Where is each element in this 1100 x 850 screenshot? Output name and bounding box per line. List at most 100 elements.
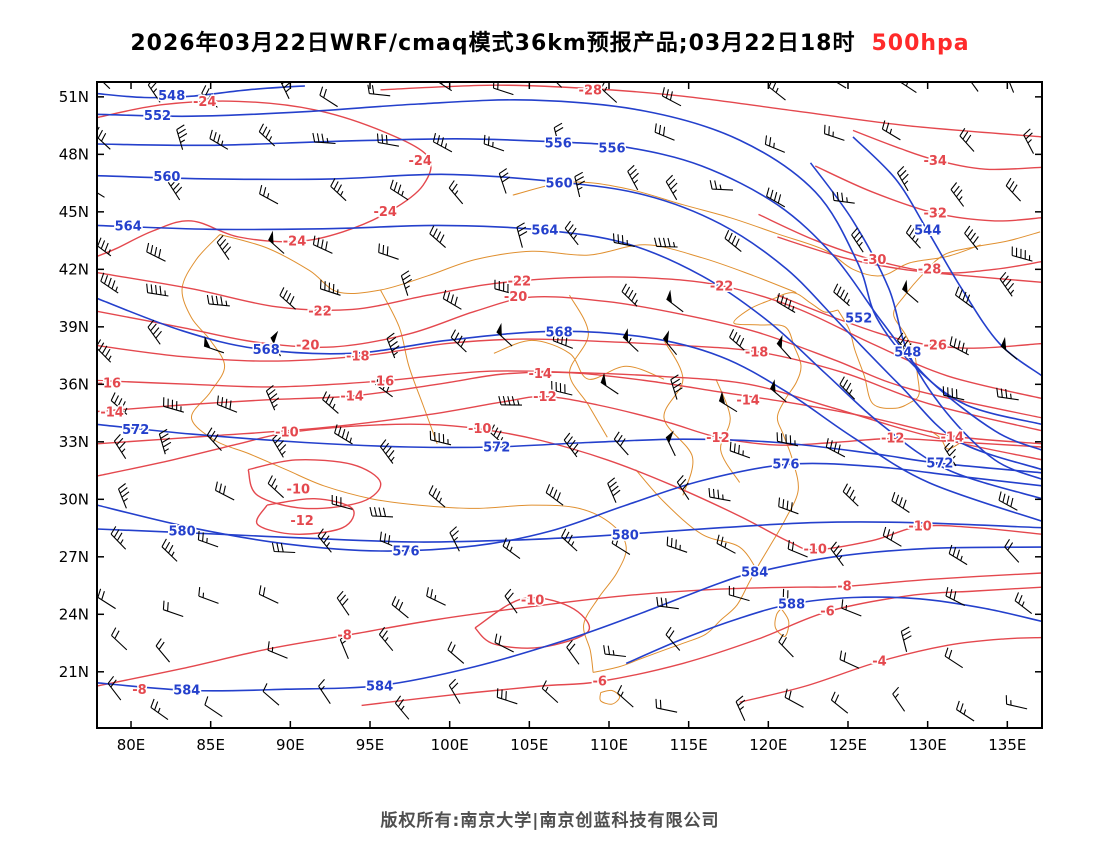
temp-label--18: -18 bbox=[346, 349, 370, 364]
temp-contour--6 bbox=[361, 586, 1042, 707]
wind-barb bbox=[369, 506, 394, 518]
wind-barb bbox=[833, 283, 850, 307]
wind-barb bbox=[270, 337, 281, 357]
wind-barb bbox=[1023, 128, 1034, 154]
temp-label--14: -14 bbox=[100, 406, 124, 421]
wind-barb bbox=[502, 537, 521, 560]
wind-barb bbox=[724, 229, 742, 253]
temp-contour--12 bbox=[97, 395, 1042, 448]
temp-label--14: -14 bbox=[736, 393, 760, 408]
wind-barb bbox=[555, 82, 562, 88]
temp-contour--28 bbox=[777, 236, 1042, 283]
wind-barb bbox=[944, 647, 964, 669]
geo-province-line-1 bbox=[380, 289, 438, 444]
wind-barb bbox=[603, 645, 626, 658]
wind-barb bbox=[201, 85, 218, 108]
wind-barb bbox=[1005, 695, 1028, 710]
temp-label--20: -20 bbox=[504, 290, 528, 305]
temp-label--6: -6 bbox=[592, 674, 606, 689]
lat-label: 30N bbox=[59, 491, 89, 509]
wind-barb bbox=[204, 696, 223, 718]
height-contour-556 bbox=[97, 137, 1042, 451]
contour-label-layer: -28-24-24-24-24-34-32-30-28-26-22-22 -22-… bbox=[96, 82, 965, 700]
height-contour-584 bbox=[97, 546, 1042, 692]
temp-contour--8 bbox=[97, 572, 1042, 687]
wind-barb bbox=[432, 132, 453, 153]
wind-barb bbox=[498, 395, 523, 406]
wind-barb-pennant bbox=[204, 336, 211, 349]
wind-barb bbox=[776, 342, 792, 360]
wind-barb bbox=[551, 380, 573, 396]
wind-barb bbox=[901, 288, 919, 303]
wind-barb bbox=[448, 180, 464, 205]
wind-barb bbox=[312, 132, 336, 145]
height-label-580: 580 bbox=[169, 525, 196, 540]
lon-label: 105E bbox=[510, 736, 548, 754]
height-label-560: 560 bbox=[546, 176, 573, 191]
wind-barb bbox=[891, 492, 910, 513]
geo-province-line-4 bbox=[635, 469, 759, 574]
wind-barb bbox=[970, 82, 979, 92]
height-label-560: 560 bbox=[153, 170, 180, 185]
wind-barb bbox=[117, 483, 130, 509]
geo-border-northeast bbox=[512, 181, 981, 277]
lon-label: 100E bbox=[431, 736, 469, 754]
lon-label: 80E bbox=[117, 736, 146, 754]
wind-barb bbox=[197, 530, 219, 548]
wind-barb-pennant bbox=[663, 330, 670, 344]
wind-barb bbox=[563, 432, 579, 458]
lat-label: 51N bbox=[59, 88, 89, 106]
height-label-576: 576 bbox=[392, 545, 419, 560]
wind-barb bbox=[676, 475, 690, 501]
wind-barb bbox=[766, 187, 786, 208]
wind-barb bbox=[319, 86, 338, 108]
wind-barb bbox=[666, 536, 688, 553]
chart-title: 2026年03月22日WRF/cmaq模式36km预报产品;03月22日18时 5… bbox=[0, 25, 1100, 57]
wind-barb bbox=[655, 698, 678, 713]
height-label-572: 572 bbox=[122, 423, 149, 438]
wind-barb bbox=[1005, 177, 1022, 202]
temp-label--28: -28 bbox=[579, 83, 603, 98]
wind-barb bbox=[447, 641, 465, 664]
wind-barb bbox=[613, 431, 629, 456]
wind-barb bbox=[155, 638, 171, 663]
height-label-580: 580 bbox=[612, 528, 639, 543]
wind-barb bbox=[494, 279, 516, 295]
wind-barb bbox=[161, 538, 178, 562]
wind-barb bbox=[258, 123, 276, 147]
wind-barb bbox=[708, 488, 731, 502]
wind-barb bbox=[729, 441, 751, 459]
wind-barb bbox=[617, 684, 634, 708]
geo-taiwan-island bbox=[774, 608, 790, 637]
temp-contour--14 bbox=[97, 371, 1042, 445]
wind-barb bbox=[1000, 345, 1018, 360]
height-label-552: 552 bbox=[144, 109, 171, 124]
wind-barb bbox=[214, 481, 235, 501]
plot-frame bbox=[96, 81, 1043, 729]
wind-barb bbox=[279, 287, 296, 310]
lon-label: 135E bbox=[988, 736, 1026, 754]
wind-barb bbox=[110, 526, 127, 550]
wind-barb bbox=[950, 182, 965, 207]
wind-barb bbox=[600, 82, 618, 103]
wind-barb bbox=[830, 691, 849, 714]
wind-barb bbox=[158, 428, 172, 455]
wind-barb bbox=[448, 678, 461, 704]
temp-label--24: -24 bbox=[193, 95, 217, 110]
height-label-584: 584 bbox=[366, 680, 393, 695]
wind-barb bbox=[107, 675, 122, 701]
wind-barb bbox=[146, 283, 169, 297]
wind-barb bbox=[612, 233, 635, 247]
wind-barb bbox=[280, 82, 291, 99]
wind-barb bbox=[336, 590, 350, 616]
wind-barb bbox=[541, 680, 559, 704]
wind-barb bbox=[839, 376, 856, 400]
wind-barb bbox=[944, 441, 957, 467]
wind-barb bbox=[561, 528, 578, 552]
lon-label: 95E bbox=[356, 736, 385, 754]
temp-label--24: -24 bbox=[408, 154, 432, 169]
wind-barb bbox=[450, 329, 467, 353]
wind-barb bbox=[271, 542, 296, 554]
wind-barb bbox=[209, 129, 229, 150]
temp-label--12: -12 bbox=[533, 390, 557, 405]
